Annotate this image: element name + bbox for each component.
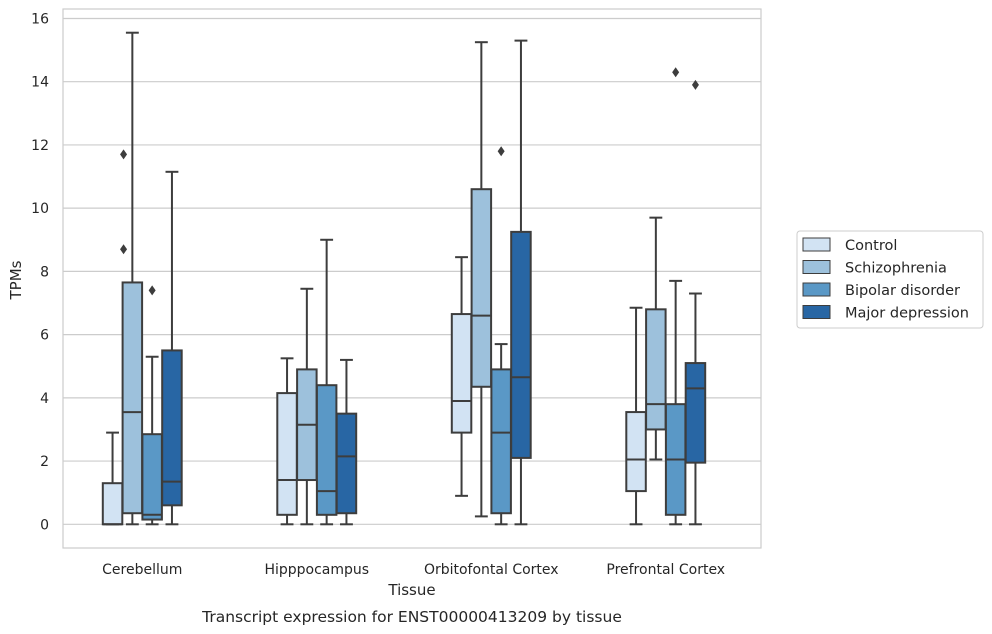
y-tick-label: 8 (40, 264, 49, 280)
box-2-3 (664, 67, 687, 526)
box-3-0 (161, 170, 183, 526)
box-3-1 (335, 358, 358, 526)
box-1-0 (121, 31, 144, 526)
x-tick-label: Orbitofontal Cortex (424, 562, 559, 578)
legend-swatch (802, 237, 831, 252)
box-body (470, 188, 493, 388)
box-2-1 (315, 238, 338, 526)
outlier-point (120, 244, 128, 255)
plot-frame (62, 8, 762, 549)
box-1-1 (296, 287, 318, 526)
legend-swatch (802, 282, 831, 297)
x-axis-label: Tissue (387, 581, 435, 599)
box-body (121, 281, 144, 515)
outlier-point (120, 149, 128, 160)
box-body (335, 412, 358, 515)
box-1-2 (470, 41, 493, 518)
y-tick-label: 10 (31, 201, 49, 217)
legend-label: Bipolar disorder (845, 283, 960, 299)
box-body (450, 313, 473, 434)
legend-label: Control (845, 238, 897, 254)
y-tick-label: 16 (31, 11, 49, 27)
box-2-0 (141, 285, 163, 526)
y-tick-label: 14 (31, 75, 49, 91)
box-body (625, 411, 647, 493)
box-body (161, 349, 183, 507)
box-0-1 (276, 357, 298, 526)
box-body (276, 392, 298, 516)
y-tick-label: 4 (40, 391, 49, 407)
extra-outliers (120, 149, 128, 255)
legend-frame (796, 230, 984, 329)
legend-label: Major depression (845, 306, 969, 322)
box-1-3 (645, 216, 667, 461)
box-body (141, 433, 163, 521)
outlier-point (691, 79, 699, 90)
outlier-point (672, 67, 680, 78)
box-body (684, 362, 707, 464)
y-tick-label: 2 (40, 454, 49, 470)
legend-swatch (802, 260, 831, 274)
box-0-2 (450, 256, 473, 497)
y-tick-label: 6 (40, 328, 49, 344)
legend-swatch (802, 305, 831, 319)
outlier-point (148, 285, 156, 296)
y-tick-label: 0 (40, 517, 49, 533)
x-tick-label: Prefrontal Cortex (606, 562, 725, 578)
box-body (645, 308, 667, 431)
boxes-layer (101, 31, 707, 526)
y-axis-label: TPMs (7, 260, 25, 300)
chart-caption: Transcript expression for ENST0000041320… (201, 608, 622, 626)
x-tick-label: Cerebellum (102, 562, 182, 578)
box-3-3 (684, 79, 707, 526)
legend-label: Schizophrenia (845, 261, 947, 277)
box-body (510, 230, 532, 459)
box-3-2 (510, 39, 532, 526)
x-tick-labels: Cerebellum Hipppocampus Orbitofontal Corte… (102, 562, 725, 578)
legend: Control Schizophrenia Bipolar disorder Majo… (796, 230, 984, 329)
box-body (315, 384, 338, 516)
box-2-2 (490, 146, 512, 526)
box-0-0 (101, 431, 124, 526)
y-tick-label: 12 (31, 138, 49, 154)
x-tick-label: Hipppocampus (264, 562, 369, 578)
box-0-3 (625, 306, 647, 526)
outlier-point (497, 146, 505, 157)
box-body (101, 482, 124, 526)
box-body (490, 368, 512, 515)
y-tick-labels: 0 2 4 6 8 10 12 14 16 (31, 11, 49, 533)
